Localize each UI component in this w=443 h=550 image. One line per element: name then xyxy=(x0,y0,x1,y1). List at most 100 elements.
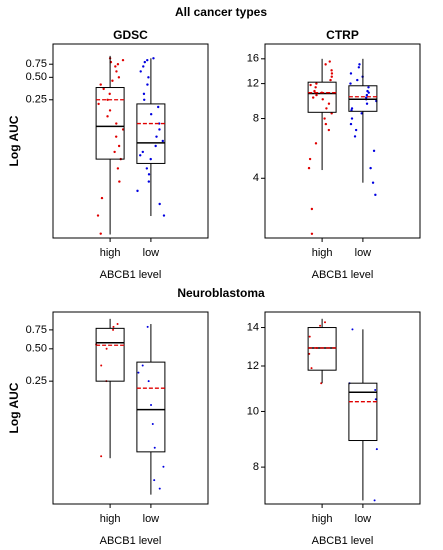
box xyxy=(348,85,378,112)
data-point xyxy=(152,57,155,60)
x-tick-label: high xyxy=(312,247,333,259)
data-point xyxy=(309,83,312,87)
data-point xyxy=(105,347,108,350)
data-point xyxy=(115,122,118,125)
y-tick-label: 0.75 xyxy=(26,58,47,70)
data-point xyxy=(114,135,118,138)
x-axis-label: ABCB1 level xyxy=(100,535,162,547)
data-point xyxy=(115,70,118,73)
data-point xyxy=(136,189,139,193)
data-point xyxy=(143,98,146,101)
data-point xyxy=(315,93,318,97)
y-tick-label: 0.25 xyxy=(26,94,47,106)
data-point xyxy=(96,214,100,217)
y-tick-label: 0.50 xyxy=(26,71,47,83)
y-tick-label: 0.75 xyxy=(26,324,47,336)
data-point xyxy=(156,105,160,109)
box xyxy=(136,361,166,453)
data-point xyxy=(365,102,369,105)
data-point xyxy=(147,380,150,383)
section-title: Neuroblastoma xyxy=(177,286,265,300)
data-point xyxy=(372,149,376,153)
data-point xyxy=(147,180,151,183)
data-point xyxy=(374,193,377,197)
y-tick-label: 8 xyxy=(253,461,259,473)
plot-frame xyxy=(52,43,209,239)
data-point xyxy=(114,65,117,68)
data-point xyxy=(308,352,311,355)
data-point xyxy=(145,167,149,170)
box xyxy=(307,327,337,371)
data-point xyxy=(118,180,121,183)
x-tick-label: low xyxy=(143,247,160,259)
data-point xyxy=(308,157,312,161)
data-point xyxy=(314,86,317,89)
box xyxy=(348,382,378,442)
data-point xyxy=(356,78,359,82)
data-point xyxy=(351,328,354,331)
y-tick-label: 16 xyxy=(247,53,259,65)
y-axis-label: Log AUC xyxy=(7,382,21,433)
data-point xyxy=(100,196,104,200)
data-point xyxy=(323,321,326,324)
data-point xyxy=(327,102,331,105)
data-point xyxy=(158,128,161,131)
data-point xyxy=(374,388,377,391)
box xyxy=(95,87,125,160)
data-point xyxy=(99,232,102,235)
y-axis-label: Log AUC xyxy=(7,115,21,166)
y-tick-label: 12 xyxy=(247,360,259,372)
data-point xyxy=(330,72,334,75)
data-point xyxy=(99,83,102,86)
y-tick-label: 10 xyxy=(247,405,259,417)
data-point xyxy=(162,214,166,217)
data-point xyxy=(324,122,328,126)
data-point xyxy=(349,82,352,85)
data-point xyxy=(97,102,100,106)
data-point xyxy=(106,115,109,118)
x-axis-label: ABCB1 level xyxy=(312,535,374,547)
panel-title: CTRP xyxy=(326,28,359,42)
data-point xyxy=(151,422,154,425)
data-point xyxy=(367,91,370,94)
data-point xyxy=(358,63,361,66)
data-point xyxy=(116,323,119,326)
data-point xyxy=(315,82,318,85)
data-point xyxy=(162,465,165,468)
data-point xyxy=(137,371,140,374)
data-point xyxy=(112,328,115,331)
plot-frame xyxy=(264,311,421,505)
box xyxy=(307,81,337,113)
data-point xyxy=(154,144,157,148)
data-point xyxy=(153,446,156,449)
y-tick-label: 12 xyxy=(247,78,259,90)
data-point xyxy=(161,139,164,143)
data-point xyxy=(139,154,142,157)
data-point xyxy=(149,157,152,161)
x-tick-label: high xyxy=(312,513,333,525)
data-point xyxy=(111,79,114,82)
data-point xyxy=(158,202,161,206)
data-point xyxy=(116,63,120,66)
data-point xyxy=(150,404,153,407)
y-tick-label: 0.25 xyxy=(26,375,47,387)
data-point xyxy=(100,364,103,367)
data-point xyxy=(319,324,322,327)
data-point xyxy=(371,181,375,184)
box xyxy=(136,103,166,164)
plot-frame xyxy=(264,43,421,239)
data-point xyxy=(108,109,112,112)
data-point xyxy=(329,78,332,82)
data-point xyxy=(350,107,354,110)
data-point xyxy=(367,86,370,89)
data-point xyxy=(327,128,331,132)
data-point xyxy=(354,128,358,132)
data-point xyxy=(349,122,353,126)
data-point xyxy=(311,96,315,99)
x-tick-label: low xyxy=(355,513,372,525)
y-tick-label: 0.50 xyxy=(26,343,47,355)
y-tick-label: 8 xyxy=(253,112,259,124)
plot-frame xyxy=(52,311,209,505)
data-point xyxy=(313,89,316,93)
data-point xyxy=(155,135,158,138)
